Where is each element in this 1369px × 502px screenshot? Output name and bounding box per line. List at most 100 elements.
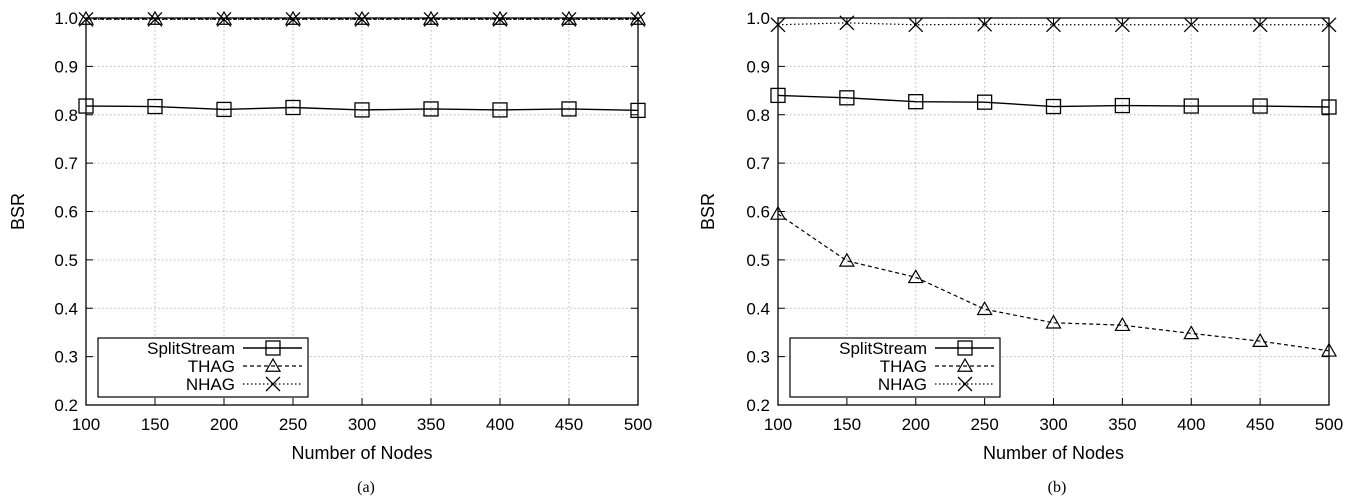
- x-tick-label: 450: [555, 415, 583, 434]
- x-tick-label: 150: [833, 415, 861, 434]
- data-point-x: [423, 11, 439, 27]
- x-tick-label: 450: [1246, 415, 1274, 434]
- data-point-square: [770, 87, 786, 104]
- data-point-square: [1321, 99, 1337, 115]
- legend-marker-x: [265, 376, 281, 392]
- chart-panel-b: 0.2 0.3 0.4 0.5 0.6 0.7 0.8 0.9 1.0 100 150 200 250 3…: [698, 9, 1343, 496]
- y-tick-label: 1.0: [54, 9, 78, 28]
- data-point-triangle: [422, 10, 440, 25]
- series-thag: [769, 205, 1338, 357]
- data-point-triangle: [1045, 314, 1062, 329]
- x-tick-label: 100: [764, 415, 792, 434]
- data-point-x: [630, 11, 646, 27]
- y-tick-label: 0.4: [746, 299, 770, 318]
- data-point-triangle: [560, 10, 578, 25]
- x-tick-label: 250: [279, 415, 307, 434]
- y-tick-label: 0.6: [746, 203, 770, 222]
- y-tick-label: 0.8: [54, 106, 78, 125]
- data-point-triangle: [215, 10, 233, 25]
- data-point-square: [147, 98, 163, 115]
- data-point-x: [1321, 17, 1337, 33]
- data-point-triangle: [491, 10, 509, 25]
- legend-label: SplitStream: [839, 339, 927, 358]
- x-tick-label: 200: [210, 415, 238, 434]
- data-point-x: [839, 15, 855, 31]
- series-line: [777, 213, 1330, 352]
- x-tick-label: 250: [970, 415, 998, 434]
- y-tick-label: 0.7: [54, 154, 78, 173]
- x-tick-label: 150: [141, 415, 169, 434]
- y-axis-title: BSR: [8, 193, 28, 230]
- data-point-x: [1252, 17, 1268, 33]
- x-tick-label: 400: [486, 415, 514, 434]
- series-splitstream: [78, 98, 646, 119]
- data-point-square: [561, 101, 577, 117]
- data-point-x: [1183, 17, 1199, 33]
- y-tick-label: 0.9: [746, 57, 770, 76]
- data-point-square: [630, 102, 646, 119]
- y-tick-label: 0.6: [54, 203, 78, 222]
- y-tick-label: 0.8: [746, 106, 770, 125]
- data-point-square: [354, 102, 370, 118]
- data-point-triangle: [976, 301, 993, 316]
- y-tick-label: 0.5: [54, 251, 78, 270]
- chart-panel-a: 0.2 0.3 0.4 0.5 0.6 0.7 0.8 0.9 1.0 100 150 200 250 3…: [8, 9, 652, 496]
- data-point-square: [1183, 98, 1199, 114]
- data-point-square: [216, 101, 232, 118]
- data-point-triangle: [769, 205, 787, 220]
- data-point-square: [78, 98, 94, 114]
- x-tick-label: 500: [1315, 415, 1343, 434]
- series-nhag: [78, 11, 646, 27]
- data-point-square: [976, 94, 993, 110]
- data-point-x: [492, 11, 508, 27]
- data-point-triangle: [1320, 342, 1338, 357]
- series-nhag: [770, 15, 1337, 33]
- y-tick-label: 0.2: [54, 396, 78, 415]
- data-point-triangle: [1183, 325, 1200, 340]
- x-tick-label: 300: [348, 415, 376, 434]
- data-point-x: [147, 11, 163, 27]
- data-point-x: [561, 11, 577, 27]
- data-point-square: [1252, 98, 1268, 114]
- y-tick-label: 0.3: [54, 348, 78, 367]
- x-tick-label: 300: [1039, 415, 1067, 434]
- data-point-triangle: [1252, 332, 1269, 347]
- x-tick-label: 400: [1177, 415, 1205, 434]
- y-tick-label: 0.2: [746, 396, 770, 415]
- y-tick-label: 0.4: [54, 299, 78, 318]
- y-tick-label: 0.5: [746, 251, 770, 270]
- x-tick-label: 350: [417, 415, 445, 434]
- data-point-x: [977, 16, 993, 32]
- data-point-square: [908, 94, 924, 110]
- legend-label: NHAG: [878, 375, 927, 394]
- legend-label: SplitStream: [147, 339, 235, 358]
- y-tick-label: 0.7: [746, 154, 770, 173]
- data-point-triangle: [907, 269, 924, 284]
- y-tick-label: 0.3: [746, 348, 770, 367]
- data-point-x: [908, 17, 924, 33]
- legend-marker-x: [957, 376, 973, 392]
- data-point-square: [423, 101, 439, 117]
- data-point-x: [770, 17, 786, 33]
- data-point-triangle: [353, 10, 371, 25]
- data-point-triangle: [77, 10, 95, 25]
- data-point-square: [839, 90, 855, 106]
- x-axis-title: Number of Nodes: [291, 443, 432, 463]
- panel-caption: (a): [357, 479, 375, 496]
- data-point-x: [285, 11, 301, 27]
- data-point-square: [492, 102, 508, 118]
- data-point-square: [285, 99, 301, 116]
- x-axis-title: Number of Nodes: [983, 443, 1124, 463]
- legend-label: NHAG: [186, 375, 235, 394]
- data-point-triangle: [284, 10, 302, 25]
- x-tick-label: 350: [1108, 415, 1136, 434]
- series-splitstream: [770, 87, 1337, 115]
- legend-label: THAG: [188, 357, 235, 376]
- data-point-triangle: [146, 10, 164, 25]
- legend-marker-square: [265, 340, 281, 356]
- legend-label: THAG: [880, 357, 927, 376]
- data-point-square: [1045, 98, 1062, 115]
